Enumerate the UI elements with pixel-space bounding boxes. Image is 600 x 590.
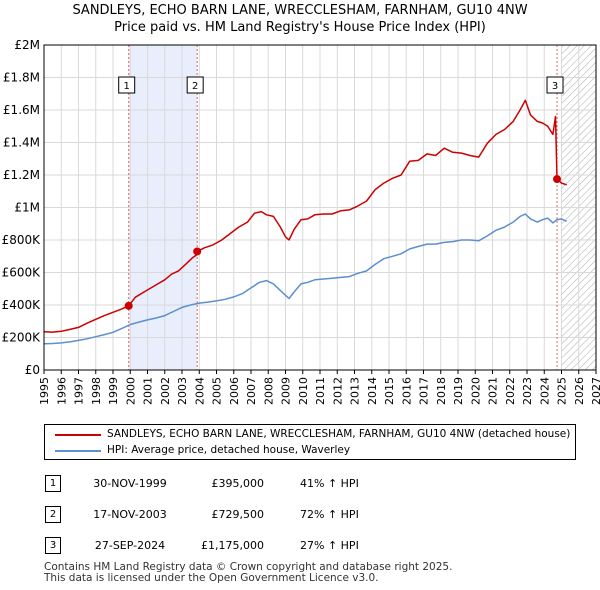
x-tick-label: 1997	[73, 377, 86, 405]
x-tick-label: 2018	[435, 377, 448, 405]
y-tick-label: £400K	[2, 298, 42, 312]
x-tick-label: 2002	[159, 377, 172, 405]
x-tick-label: 2016	[400, 377, 413, 405]
y-tick-label: £600K	[2, 266, 42, 280]
chart-subtitle: Price paid vs. HM Land Registry's House …	[114, 20, 486, 35]
legend-entry-hpi: HPI: Average price, detached house, Wave…	[45, 443, 575, 459]
x-tick-label: 1999	[107, 377, 120, 405]
x-tick-label: 2024	[538, 377, 551, 405]
x-tick-label: 2023	[521, 377, 534, 405]
transaction-hpi: 27% ↑ HPI	[300, 539, 359, 552]
x-tick-label: 2017	[418, 377, 431, 405]
transaction-row: 1 30-NOV-1999 £395,000 41% ↑ HPI	[0, 475, 600, 495]
sale-label-box	[546, 76, 564, 94]
x-tick-label: 2001	[142, 377, 155, 405]
transaction-date: 27-SEP-2024	[94, 539, 166, 552]
transaction-price: £1,175,000	[201, 539, 264, 552]
transaction-number: 1	[45, 475, 61, 492]
footer-licence: This data is licensed under the Open Gov…	[44, 572, 379, 584]
y-tick-label: £200K	[2, 331, 42, 345]
y-tick-label: £1.8M	[3, 71, 40, 85]
x-tick-label: 1995	[38, 377, 51, 405]
y-tick-label: £1.2M	[3, 168, 40, 182]
y-tick-label: £800K	[2, 233, 42, 247]
hpi-line	[43, 213, 568, 345]
x-tick-label: 2007	[245, 377, 258, 405]
x-tick-label: 2026	[573, 377, 586, 405]
transaction-price: £395,000	[211, 477, 265, 490]
legend-swatch-hpi	[55, 450, 101, 452]
transaction-row: 3 27-SEP-2024 £1,175,000 27% ↑ HPI	[0, 537, 600, 557]
y-tick-label: £1.6M	[3, 103, 40, 117]
legend: SANDLEYS, ECHO BARN LANE, WRECCLESHAM, F…	[44, 424, 576, 460]
plot-frame	[43, 44, 597, 371]
sale-label-number: 2	[192, 81, 198, 92]
x-tick-label: 2008	[262, 377, 275, 405]
x-tick-label: 1996	[55, 377, 68, 405]
x-tick-label: 2014	[366, 377, 379, 405]
legend-label-property: SANDLEYS, ECHO BARN LANE, WRECCLESHAM, F…	[107, 428, 571, 440]
y-tick-label: £0	[25, 363, 40, 377]
footer-copyright: Contains HM Land Registry data © Crown c…	[44, 561, 453, 573]
x-tick-label: 2004	[193, 377, 206, 405]
x-tick-label: 2015	[383, 377, 396, 405]
x-tick-label: 2000	[124, 377, 137, 405]
transaction-number: 2	[45, 506, 61, 523]
sale-label-number: 3	[552, 81, 558, 92]
transaction-row: 2 17-NOV-2003 £729,500 72% ↑ HPI	[0, 506, 600, 526]
transaction-date: 30-NOV-1999	[93, 477, 167, 490]
legend-label-hpi: HPI: Average price, detached house, Wave…	[107, 444, 351, 456]
x-tick-label: 2025	[556, 377, 569, 405]
x-tick-label: 2006	[228, 377, 241, 405]
chart-title: SANDLEYS, ECHO BARN LANE, WRECCLESHAM, F…	[72, 3, 528, 18]
transaction-hpi: 72% ↑ HPI	[300, 508, 359, 521]
x-tick-label: 2011	[314, 377, 327, 405]
transaction-price: £729,500	[211, 508, 265, 521]
x-tick-label: 2021	[487, 377, 500, 405]
sale-point	[553, 175, 562, 184]
sale-label-box	[118, 76, 136, 94]
transaction-number: 3	[45, 537, 61, 554]
transaction-hpi: 41% ↑ HPI	[300, 477, 359, 490]
price-chart: £0 £200K £400K £600K £800K £1M £1.2M £1.4M £1.6M…	[2, 38, 600, 405]
sale-label-number: 1	[124, 81, 130, 92]
x-tick-label: 2019	[452, 377, 465, 405]
x-tick-label: 2003	[176, 377, 189, 405]
x-tick-label: 2010	[297, 377, 310, 405]
transaction-date: 17-NOV-2003	[93, 508, 167, 521]
x-tick-label: 2027	[590, 377, 600, 405]
legend-entry-property: SANDLEYS, ECHO BARN LANE, WRECCLESHAM, F…	[45, 427, 575, 443]
sale-point	[193, 247, 202, 256]
y-tick-label: £1M	[14, 201, 40, 215]
x-tick-label: 2022	[504, 377, 517, 405]
x-tick-label: 2009	[280, 377, 293, 405]
x-tick-label: 2020	[469, 377, 482, 405]
sale-label-box	[186, 76, 204, 94]
y-tick-label: £2M	[14, 38, 40, 52]
sale-point	[124, 301, 133, 310]
x-tick-label: 2012	[331, 377, 344, 405]
x-tick-label: 2013	[349, 377, 362, 405]
x-tick-label: 1998	[90, 377, 103, 405]
x-tick-label: 2005	[211, 377, 224, 405]
y-tick-label: £1.4M	[3, 136, 40, 150]
property-price-line	[43, 99, 567, 333]
legend-swatch-property	[55, 434, 101, 436]
